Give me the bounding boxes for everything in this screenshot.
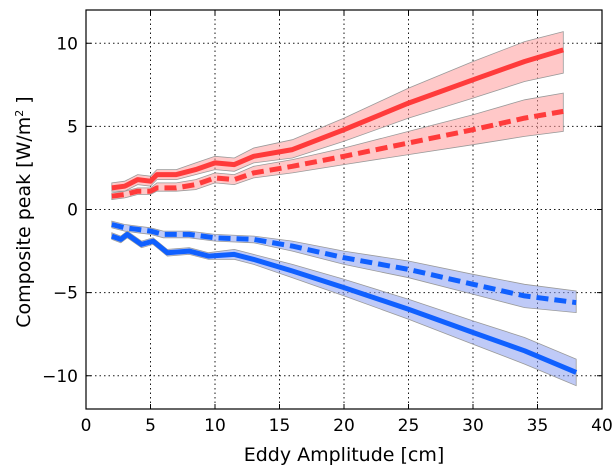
x-tick-label: 10 xyxy=(204,416,226,436)
y-tick-label: −5 xyxy=(53,284,78,304)
x-tick-label: 20 xyxy=(333,416,355,436)
y-axis-label-main: Composite peak [W/m xyxy=(13,117,35,328)
series-2-band xyxy=(111,220,577,314)
x-tick-label: 15 xyxy=(269,416,291,436)
y-tick-label: 0 xyxy=(67,201,78,221)
y-tick-label: −10 xyxy=(42,367,78,387)
series-1-line xyxy=(111,108,564,199)
ticks xyxy=(85,10,603,409)
series-1-band xyxy=(111,92,564,200)
series-0-band xyxy=(111,31,564,192)
y-axis-label: Composite peak [W/m2 ] xyxy=(13,96,35,327)
y-axis-label-sup: 2 xyxy=(13,110,26,117)
y-tick-labels: −10 −5 0 5 10 xyxy=(42,34,78,387)
x-tick-label: 0 xyxy=(81,416,92,436)
x-tick-labels: 0 5 10 15 20 25 30 35 40 xyxy=(81,416,613,436)
x-tick-label: 30 xyxy=(462,416,484,436)
x-axis-label: Eddy Amplitude [cm] xyxy=(244,444,445,466)
y-axis-label-tail: ] xyxy=(13,96,35,109)
series-0-line xyxy=(111,47,565,191)
y-tick-label: 5 xyxy=(67,117,78,137)
y-tick-label: 10 xyxy=(56,34,78,54)
series-lines xyxy=(110,47,578,375)
x-tick-label: 25 xyxy=(398,416,420,436)
grid xyxy=(86,10,602,409)
series-2-line xyxy=(111,222,577,306)
x-tick-label: 35 xyxy=(527,416,549,436)
x-tick-label: 40 xyxy=(591,416,613,436)
x-tick-label: 5 xyxy=(145,416,156,436)
series-3-line xyxy=(110,231,578,375)
